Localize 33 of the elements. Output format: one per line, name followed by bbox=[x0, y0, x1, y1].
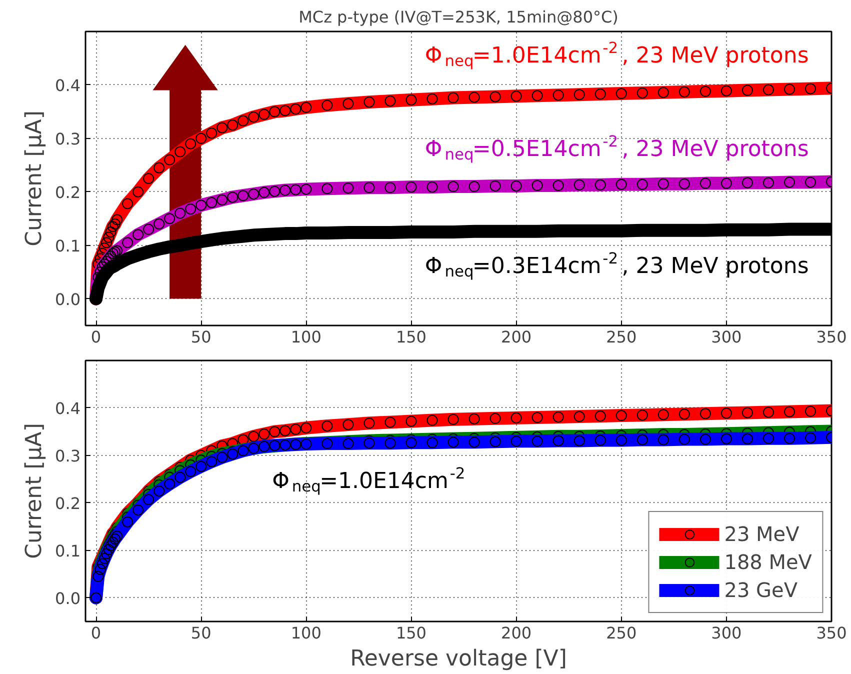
x-tick-label: 250 bbox=[606, 624, 637, 642]
legend-label: 23 GeV bbox=[724, 578, 798, 602]
x-tick-label: 350 bbox=[816, 624, 847, 642]
y-tick-label: 0.2 bbox=[55, 494, 81, 513]
y-tick-label: 0.1 bbox=[55, 541, 81, 560]
y-tick-label: 0.4 bbox=[55, 398, 81, 418]
y-tick-label: 0.2 bbox=[55, 182, 81, 202]
chart-title: MCz p-type (IV@T=253K, 15min@80°C) bbox=[298, 8, 618, 26]
y-axis-title: Current [μA] bbox=[22, 423, 48, 559]
y-tick-label: 0.3 bbox=[55, 129, 81, 148]
x-tick-label: 0 bbox=[90, 624, 102, 642]
y-tick-label: 0.1 bbox=[55, 236, 81, 256]
x-tick-label: 50 bbox=[190, 328, 212, 346]
x-tick-label: 100 bbox=[290, 624, 322, 642]
y-tick-label: 0.0 bbox=[55, 290, 81, 309]
legend-label: 23 MeV bbox=[724, 522, 800, 546]
y-tick-label: 0.0 bbox=[55, 588, 81, 608]
x-tick-label: 350 bbox=[816, 328, 847, 346]
x-tick-label: 200 bbox=[501, 328, 532, 346]
y-tick-label: 0.3 bbox=[55, 446, 81, 466]
x-tick-label: 250 bbox=[606, 328, 637, 346]
x-tick-label: 150 bbox=[396, 624, 426, 642]
x-axis-title: Reverse voltage [V] bbox=[350, 646, 567, 672]
legend-label: 188 MeV bbox=[724, 550, 812, 574]
y-axis-title: Current [μA] bbox=[22, 110, 48, 246]
x-tick-label: 200 bbox=[501, 624, 532, 642]
x-tick-label: 100 bbox=[290, 328, 322, 346]
x-tick-label: 300 bbox=[711, 328, 742, 346]
y-tick-label: 0.4 bbox=[55, 76, 81, 95]
x-tick-label: 150 bbox=[396, 328, 426, 346]
x-tick-label: 0 bbox=[90, 328, 102, 346]
x-tick-label: 50 bbox=[190, 624, 212, 642]
x-tick-label: 300 bbox=[711, 624, 742, 642]
